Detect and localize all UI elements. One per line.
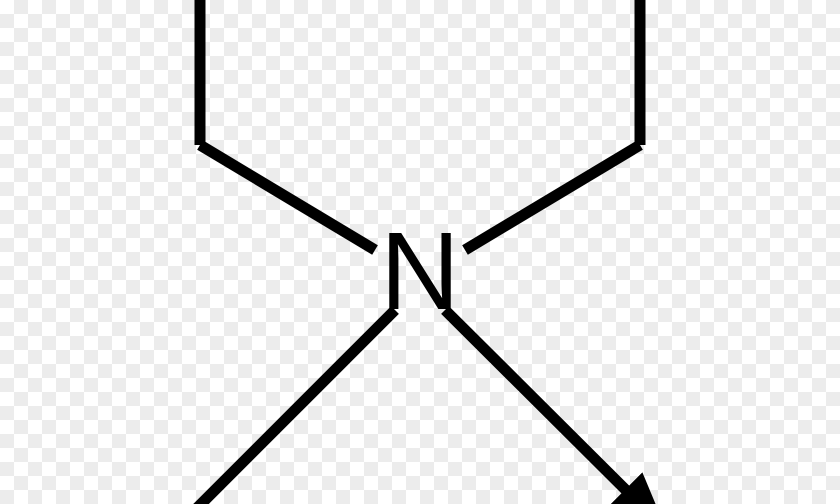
atom-n-label: N	[380, 210, 459, 333]
bond-sub-left	[190, 310, 395, 504]
molecule-diagram: N	[0, 0, 840, 504]
bond-ring-left	[200, 145, 375, 250]
bond-sub-right-arrow	[445, 310, 651, 504]
bond-ring-right	[465, 145, 640, 250]
